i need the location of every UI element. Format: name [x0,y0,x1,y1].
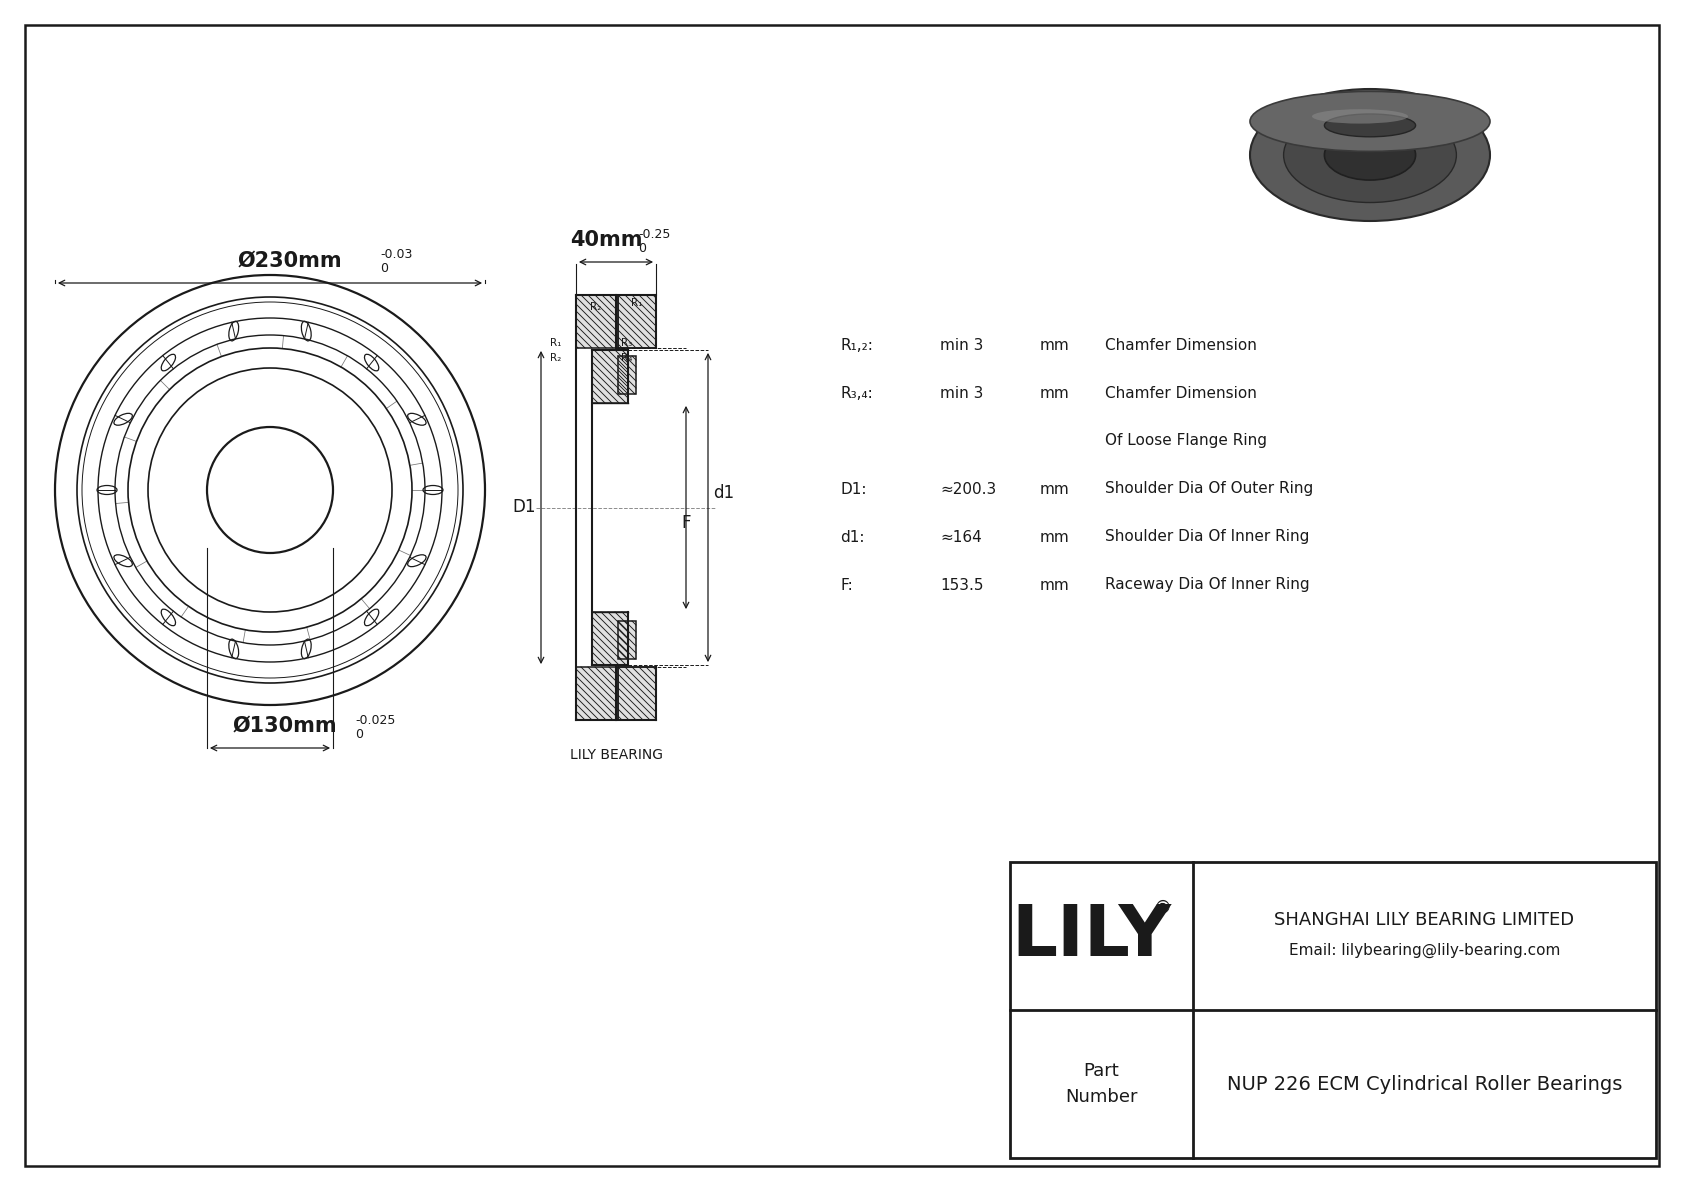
Text: Ø130mm: Ø130mm [232,716,337,736]
Text: ≈164: ≈164 [940,530,982,544]
Text: R₃,₄:: R₃,₄: [840,386,872,400]
Text: d1: d1 [712,484,734,501]
Polygon shape [576,667,616,721]
Text: SHANGHAI LILY BEARING LIMITED: SHANGHAI LILY BEARING LIMITED [1275,911,1575,929]
Polygon shape [618,356,637,394]
Text: F: F [682,513,690,531]
Ellipse shape [1312,110,1408,124]
Text: Chamfer Dimension: Chamfer Dimension [1105,386,1256,400]
Text: ®: ® [1154,899,1172,917]
Text: F:: F: [840,578,852,592]
Text: 0: 0 [381,262,387,275]
Text: Of Loose Flange Ring: Of Loose Flange Ring [1105,434,1266,449]
Text: -0.25: -0.25 [638,227,670,241]
Text: mm: mm [1041,337,1069,353]
Text: NUP 226 ECM Cylindrical Roller Bearings: NUP 226 ECM Cylindrical Roller Bearings [1228,1074,1622,1093]
Text: D1: D1 [512,499,536,517]
Text: Shoulder Dia Of Inner Ring: Shoulder Dia Of Inner Ring [1105,530,1310,544]
Text: mm: mm [1041,578,1069,592]
Text: 0: 0 [638,242,647,255]
Text: R₂: R₂ [551,353,562,363]
Text: Shoulder Dia Of Outer Ring: Shoulder Dia Of Outer Ring [1105,481,1314,497]
Ellipse shape [1250,89,1490,222]
Text: D1:: D1: [840,481,867,497]
Polygon shape [618,621,637,659]
Ellipse shape [1324,130,1416,180]
Text: 0: 0 [355,728,364,741]
Polygon shape [618,295,657,348]
Text: Email: lilybearing@lily-bearing.com: Email: lilybearing@lily-bearing.com [1288,942,1559,958]
Text: 40mm: 40mm [569,230,642,250]
Polygon shape [618,667,657,721]
Text: 153.5: 153.5 [940,578,983,592]
Polygon shape [593,350,628,403]
Text: Ø230mm: Ø230mm [237,251,342,272]
Text: R₂: R₂ [591,303,601,312]
Text: Part
Number: Part Number [1066,1062,1138,1105]
Text: mm: mm [1041,481,1069,497]
Ellipse shape [1324,114,1416,137]
Text: -0.025: -0.025 [355,713,396,727]
Text: LILY: LILY [1012,902,1172,971]
Polygon shape [593,612,628,665]
Text: R₁: R₁ [632,298,643,308]
Text: R₄: R₄ [621,353,633,363]
Text: min 3: min 3 [940,337,983,353]
Text: Raceway Dia Of Inner Ring: Raceway Dia Of Inner Ring [1105,578,1310,592]
Text: ≈200.3: ≈200.3 [940,481,997,497]
Text: mm: mm [1041,386,1069,400]
Text: Chamfer Dimension: Chamfer Dimension [1105,337,1256,353]
Text: min 3: min 3 [940,386,983,400]
Text: R₃: R₃ [621,338,632,348]
Text: LILY BEARING: LILY BEARING [569,748,662,762]
Polygon shape [576,295,616,348]
Text: d1:: d1: [840,530,864,544]
Text: R₁: R₁ [551,338,562,348]
Ellipse shape [1250,92,1490,151]
Text: -0.03: -0.03 [381,249,413,262]
Ellipse shape [1283,107,1457,202]
Text: mm: mm [1041,530,1069,544]
Text: R₁,₂:: R₁,₂: [840,337,872,353]
